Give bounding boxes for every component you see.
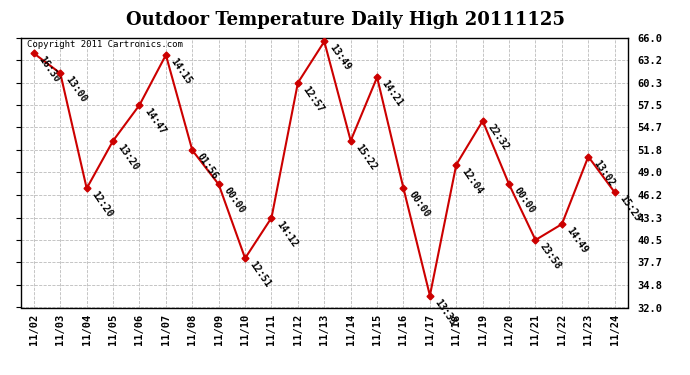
Text: 23:58: 23:58 bbox=[538, 242, 563, 271]
Text: 13:20: 13:20 bbox=[116, 142, 141, 172]
Text: 12:51: 12:51 bbox=[248, 260, 273, 290]
Text: 15:25: 15:25 bbox=[618, 194, 642, 224]
Text: 14:47: 14:47 bbox=[142, 106, 167, 136]
Text: 00:00: 00:00 bbox=[406, 190, 431, 220]
Text: 12:04: 12:04 bbox=[459, 166, 484, 196]
Text: 12:57: 12:57 bbox=[301, 84, 326, 114]
Text: Copyright 2011 Cartronics.com: Copyright 2011 Cartronics.com bbox=[27, 40, 183, 49]
Text: 00:00: 00:00 bbox=[512, 186, 537, 216]
Text: 01:56: 01:56 bbox=[195, 152, 220, 182]
Text: 00:00: 00:00 bbox=[221, 186, 246, 216]
Text: 14:49: 14:49 bbox=[564, 225, 590, 255]
Text: 14:12: 14:12 bbox=[275, 219, 299, 249]
Text: 15:22: 15:22 bbox=[353, 142, 379, 172]
Text: 14:15: 14:15 bbox=[168, 56, 194, 86]
Text: 13:49: 13:49 bbox=[327, 43, 352, 73]
Text: 12:20: 12:20 bbox=[90, 190, 115, 220]
Text: 13:33: 13:33 bbox=[433, 297, 457, 327]
Text: 22:32: 22:32 bbox=[486, 122, 511, 152]
Text: Outdoor Temperature Daily High 20111125: Outdoor Temperature Daily High 20111125 bbox=[126, 11, 564, 29]
Text: 14:21: 14:21 bbox=[380, 79, 405, 108]
Text: 16:30: 16:30 bbox=[37, 55, 61, 85]
Text: 13:00: 13:00 bbox=[63, 75, 88, 104]
Text: 13:02: 13:02 bbox=[591, 158, 616, 188]
